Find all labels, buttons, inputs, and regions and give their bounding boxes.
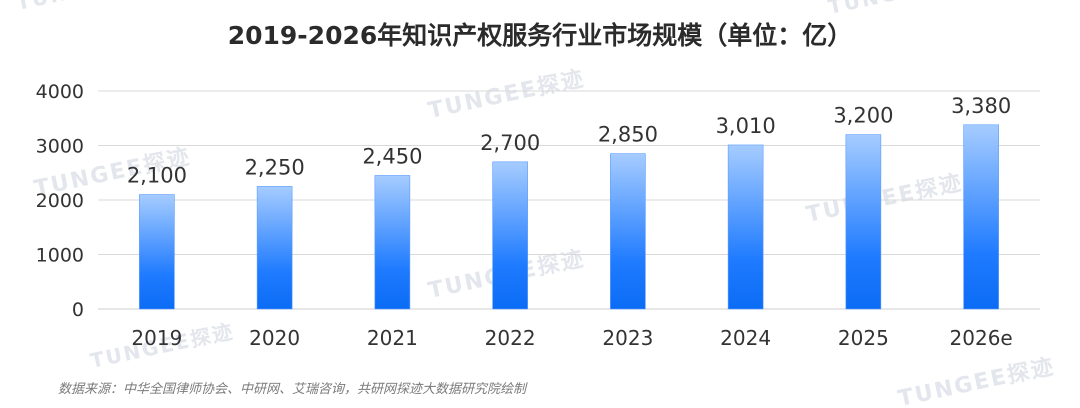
y-tick-label: 1000 [36, 245, 84, 267]
x-tick-label: 2024 [720, 326, 771, 350]
data-label: 3,200 [833, 104, 893, 128]
x-tick-label: 2021 [367, 326, 418, 350]
gridlines [98, 90, 1040, 310]
watermark-logo: TUNGEE探迹 [14, 0, 162, 15]
bar [374, 175, 411, 310]
y-tick-label: 2000 [36, 190, 84, 212]
x-tick-label: 2026e [950, 326, 1013, 350]
bar [963, 124, 999, 310]
data-labels: 2,100 2,250 2,450 2,700 2,850 3,010 3,200 3,380 [127, 94, 1011, 188]
x-axis: 2019 2020 2021 2022 2023 2024 2025 2026e [131, 326, 1012, 350]
x-tick-label: 2019 [131, 326, 182, 350]
data-label: 2,700 [480, 131, 540, 155]
data-label: 2,250 [245, 155, 305, 179]
watermark-logo: TUNGEE探迹 [896, 353, 1057, 408]
y-tick-label: 3000 [36, 136, 84, 158]
bar [610, 153, 646, 310]
data-label: 2,850 [598, 123, 658, 147]
bar [256, 186, 293, 310]
data-label: 2,450 [362, 144, 422, 168]
x-tick-label: 2022 [485, 326, 536, 350]
watermark-logo: TUNGEE探迹 [826, 0, 974, 19]
bar [492, 161, 528, 310]
bar [845, 134, 882, 310]
bar-series [139, 124, 999, 310]
watermark-logo: TUNGEE探迹 [804, 169, 965, 228]
data-label: 3,010 [716, 114, 776, 138]
data-label: 2,100 [127, 164, 187, 188]
y-tick-label: 0 [72, 299, 84, 321]
x-tick-label: 2023 [602, 326, 653, 350]
y-tick-label: 4000 [36, 81, 84, 103]
y-axis: 0 1000 2000 3000 4000 [36, 81, 84, 321]
chart-title: 2019-2026年知识产权服务行业市场规模（单位：亿） [228, 21, 853, 50]
bar [727, 144, 764, 310]
x-tick-label: 2025 [838, 326, 889, 350]
bar [139, 194, 175, 310]
source-note: 数据来源：中华全国律师协会、中研网、艾瑞咨询，共研网探迹大数据研究院绘制 [58, 381, 528, 397]
x-tick-label: 2020 [249, 326, 300, 350]
data-label: 3,380 [951, 94, 1011, 118]
watermark-logo: TUNGEE探迹 [426, 65, 587, 124]
